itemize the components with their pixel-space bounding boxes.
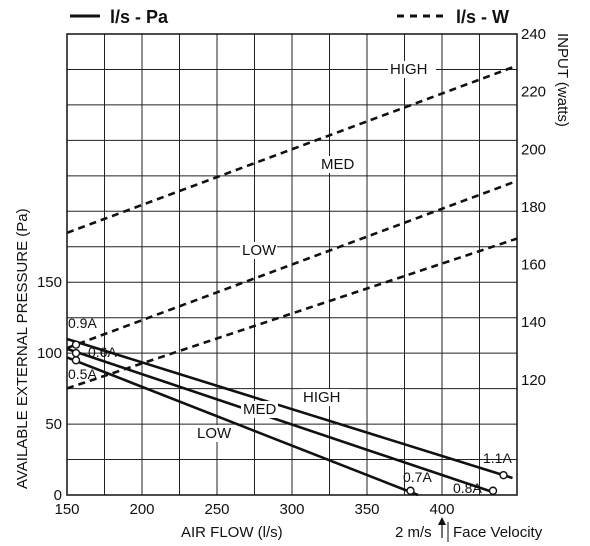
y-left-tick-label: 50	[45, 416, 62, 433]
face-velocity-marker: 2 m/s Face Velocity	[395, 517, 543, 542]
y-right-tick-label: 120	[521, 372, 546, 389]
amperage-label: 0.9A	[68, 315, 97, 331]
amperage-label: 0.6A	[88, 344, 117, 360]
x-tick-label: 300	[279, 501, 304, 518]
operating-point-marker	[499, 470, 508, 480]
power-curve-high	[66, 64, 518, 235]
legend-solid-label: l/s - Pa	[110, 7, 169, 27]
face-velocity-text: Face Velocity	[453, 524, 543, 541]
pressure-curve-low	[66, 356, 419, 497]
operating-point-marker	[488, 486, 498, 495]
power-label-med: MED	[321, 156, 355, 173]
pressure-label-med: MED	[243, 401, 277, 418]
operating-point-marker	[71, 356, 81, 365]
x-tick-label: 250	[204, 501, 229, 518]
series-labels: HIGH MED LOW 0.9A 1.1A HIGH 0.6A 0.8A MED 0.5A 0.7…	[68, 61, 512, 496]
amperage-label: 0.7A	[403, 469, 432, 485]
x-tick-label: 200	[129, 501, 154, 518]
x-tick-label: 350	[354, 501, 379, 518]
legend: l/s - Pa l/s - W	[70, 7, 509, 27]
y-axis-left-title: AVAILABLE EXTERNAL PRESSURE (Pa)	[14, 208, 31, 489]
legend-dashed-label: l/s - W	[456, 7, 509, 27]
power-label-bg	[240, 242, 277, 259]
operating-point-marker	[71, 340, 81, 349]
pressure-label-bg	[241, 401, 278, 418]
plot-border	[66, 33, 518, 496]
chart-series	[66, 64, 518, 497]
y-right-tick-label: 160	[521, 257, 546, 274]
pressure-label-low: LOW	[197, 425, 232, 442]
amperage-label: 1.1A	[483, 450, 512, 466]
pressure-curve-high	[66, 337, 513, 480]
y-left-tick-label: 150	[37, 274, 62, 291]
x-axis-title: AIR FLOW (l/s)	[181, 524, 283, 541]
amperage-label: 0.8A	[453, 480, 482, 496]
power-label-bg	[388, 61, 436, 78]
operating-point-marker	[406, 486, 415, 495]
operating-point-marker	[71, 348, 81, 358]
amperage-label: 0.5A	[68, 366, 97, 382]
face-velocity-value: 2 m/s	[395, 524, 432, 541]
pressure-curve-med	[66, 347, 494, 494]
y-right-tick-label: 140	[521, 314, 546, 331]
tick-labels: 150 200 250 300 350 400 0 50 100 150 120 140 160 180 2…	[37, 26, 546, 518]
x-tick-label: 400	[429, 501, 454, 518]
plot-frame	[66, 33, 518, 496]
power-label-low: LOW	[242, 242, 277, 259]
power-label-high: HIGH	[390, 61, 428, 78]
y-right-tick-label: 240	[521, 26, 546, 43]
y-left-tick-label: 100	[37, 345, 62, 362]
y-axis-right-title: INPUT (watts)	[554, 33, 571, 127]
y-right-tick-label: 200	[521, 141, 546, 158]
power-label-bg	[319, 156, 356, 173]
y-right-tick-label: 180	[521, 199, 546, 216]
pressure-label-high: HIGH	[303, 389, 341, 406]
power-curve-med	[66, 179, 518, 350]
y-right-tick-label: 220	[521, 84, 546, 101]
face-velocity-arrow-head	[438, 517, 446, 525]
y-left-tick-label: 0	[54, 487, 62, 504]
pressure-label-bg	[301, 389, 349, 406]
pressure-label-bg	[195, 425, 232, 442]
x-tick-label: 150	[54, 501, 79, 518]
